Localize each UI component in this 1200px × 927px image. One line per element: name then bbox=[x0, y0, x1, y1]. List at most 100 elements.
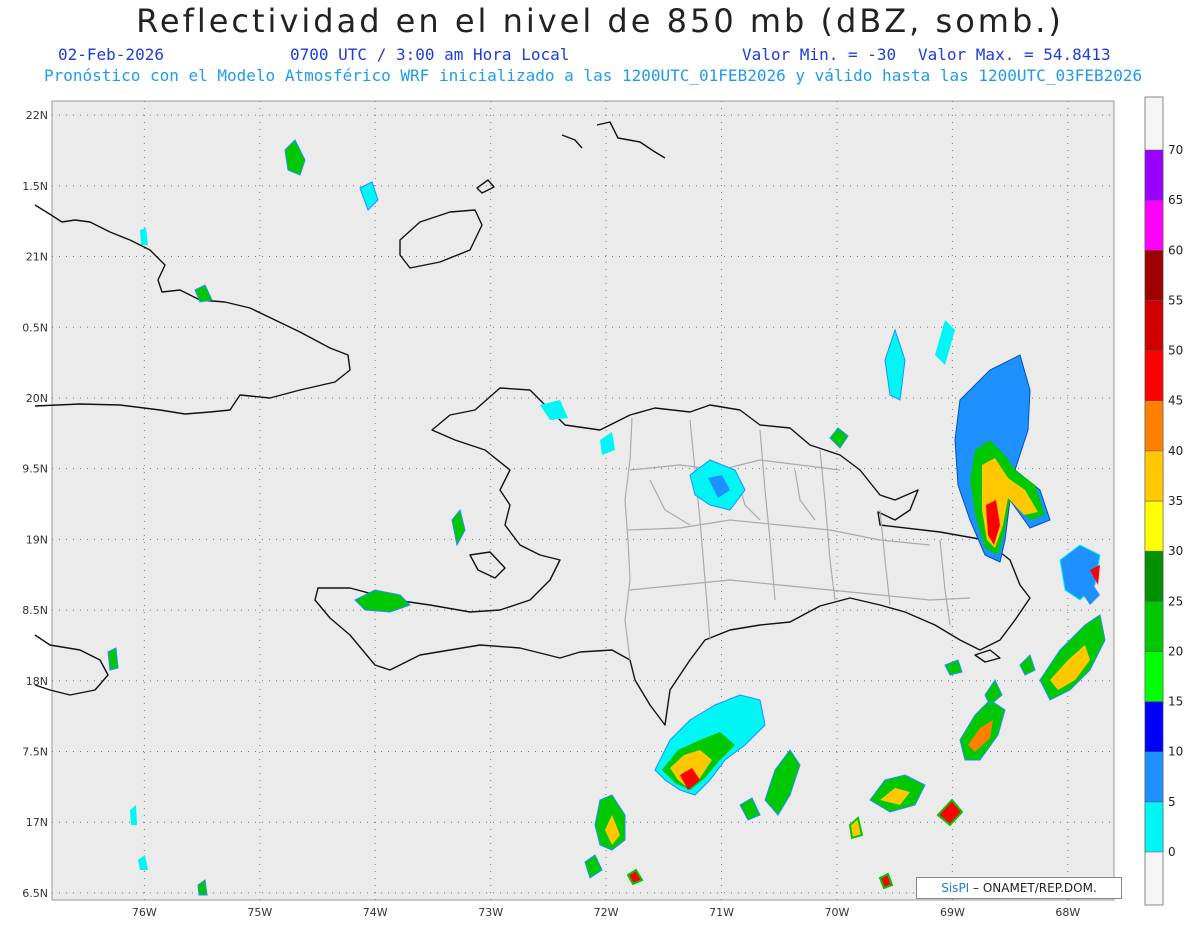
colorbar-label: 35 bbox=[1168, 494, 1183, 508]
lat-label: 0.5N bbox=[22, 321, 48, 334]
se-cell-g-core bbox=[1090, 565, 1100, 585]
boundary-4 bbox=[689, 419, 711, 641]
colorbar-label: 15 bbox=[1168, 695, 1183, 709]
s-cell-c bbox=[626, 868, 644, 886]
colorbar-label: 70 bbox=[1168, 143, 1183, 157]
lat-label: 9.5N bbox=[22, 463, 48, 476]
bahamas-cell-c bbox=[194, 284, 213, 303]
haiti-cell-a bbox=[354, 589, 411, 613]
boundary-9 bbox=[649, 479, 691, 526]
boundary-6 bbox=[819, 449, 836, 601]
sw-cell-b bbox=[138, 855, 148, 870]
lon-label: 71W bbox=[709, 906, 734, 919]
s-cell-d bbox=[584, 854, 603, 879]
reflectivity-cells bbox=[107, 139, 1106, 896]
colorbar-swatch bbox=[1144, 601, 1164, 652]
colorbar-swatches bbox=[1144, 149, 1164, 853]
forecast-time: 0700 UTC / 3:00 am Hora Local bbox=[290, 45, 570, 64]
colorbar-swatch bbox=[1144, 149, 1164, 201]
lat-label: 21N bbox=[26, 251, 48, 264]
lat-label: 1.5N bbox=[22, 180, 48, 193]
lon-label: 72W bbox=[594, 906, 619, 919]
north-cell-b bbox=[884, 328, 906, 401]
acklins-island bbox=[596, 121, 666, 159]
colorbar-swatch bbox=[1144, 350, 1164, 401]
coastlines bbox=[34, 121, 1031, 726]
se-cell-b-core bbox=[968, 720, 993, 752]
lon-label: 73W bbox=[478, 906, 503, 919]
cuba-south-coast bbox=[34, 634, 109, 696]
colorbar-label: 55 bbox=[1168, 293, 1183, 307]
colorbar-swatch bbox=[1144, 801, 1164, 853]
graticule bbox=[52, 101, 1114, 900]
south-coast-cluster-intense bbox=[680, 768, 700, 790]
forecast-date: 02-Feb-2026 bbox=[58, 45, 164, 64]
lat-label: 18N bbox=[26, 675, 48, 688]
lat-label: 6.5N bbox=[22, 887, 48, 900]
s-cell-i bbox=[1080, 580, 1100, 605]
boundary-1 bbox=[629, 459, 841, 471]
north-cell-c bbox=[935, 320, 955, 365]
boundary-7 bbox=[879, 509, 891, 606]
colorbar: 0 5 10 15 20 25 30 35 40 45 50 55 60 65 70 bbox=[1144, 96, 1183, 906]
little-inagua bbox=[476, 179, 495, 194]
border-haiti-dr bbox=[624, 417, 633, 661]
colorbar-label: 65 bbox=[1168, 193, 1183, 207]
map-title: Reflectividad en el nivel de 850 mb (dBZ… bbox=[136, 2, 1064, 40]
s-cell-b bbox=[878, 872, 894, 890]
north-cell-a-core bbox=[708, 475, 730, 498]
credit-box: SisPI – ONAMET/REP.DOM. bbox=[916, 877, 1122, 899]
lat-label: 22N bbox=[26, 109, 48, 122]
colorbar-label: 60 bbox=[1168, 243, 1183, 257]
min-value: Valor Min. = -30 bbox=[742, 45, 897, 64]
colorbar-label: 25 bbox=[1168, 594, 1183, 608]
cuba-coast bbox=[34, 204, 351, 415]
bahamas-cell-a bbox=[284, 139, 306, 176]
boundary-5 bbox=[759, 429, 776, 601]
map-frame bbox=[51, 100, 1115, 901]
colorbar-label: 45 bbox=[1168, 394, 1183, 408]
colorbar-swatch bbox=[1144, 701, 1164, 752]
haiti-cell-d bbox=[600, 432, 615, 455]
boundary-3 bbox=[629, 579, 971, 601]
boundary-11 bbox=[794, 469, 816, 521]
se-cell-a-core bbox=[1050, 645, 1090, 690]
north-cell-d bbox=[829, 427, 849, 449]
sw-cell-c bbox=[130, 805, 137, 825]
colorbar-label: 50 bbox=[1168, 344, 1183, 358]
latitude-labels: 22N 1.5N 21N 0.5N 20N 9.5N 19N 8.5N 18N 7.5N 17N 6.… bbox=[22, 109, 48, 900]
lat-label: 7.5N bbox=[22, 746, 48, 759]
colorbar-swatch bbox=[1144, 199, 1164, 251]
colorbar-label: 20 bbox=[1168, 644, 1183, 658]
s-cell-a bbox=[848, 816, 864, 840]
lon-label: 74W bbox=[363, 906, 388, 919]
credit-text: – ONAMET/REP.DOM. bbox=[973, 881, 1097, 895]
colorbar-swatch bbox=[1144, 400, 1164, 452]
colorbar-label: 10 bbox=[1168, 745, 1183, 759]
colorbar-swatch bbox=[1144, 300, 1164, 351]
model-subtitle: Pronóstico con el Modelo Atmosférico WRF… bbox=[44, 66, 1143, 85]
se-cell-f bbox=[764, 749, 801, 816]
colorbar-swatch bbox=[1144, 550, 1164, 602]
colorbar-label: 5 bbox=[1168, 795, 1176, 809]
colorbar-swatch bbox=[1144, 751, 1164, 803]
colorbar-swatch bbox=[1144, 651, 1164, 702]
lat-label: 17N bbox=[26, 816, 48, 829]
se-cell-d bbox=[936, 798, 964, 827]
gonave-island bbox=[469, 551, 506, 579]
s-cell-g bbox=[984, 678, 1003, 706]
lon-label: 68W bbox=[1055, 906, 1080, 919]
max-value: Valor Max. = 54.8413 bbox=[918, 45, 1111, 64]
jamaica-cell bbox=[107, 647, 119, 671]
great-inagua bbox=[399, 209, 483, 269]
s-cell-e bbox=[739, 797, 761, 821]
lon-label: 75W bbox=[247, 906, 272, 919]
bahamas-cell-b bbox=[359, 181, 379, 211]
colorbar-label: 0 bbox=[1168, 845, 1176, 859]
saona-island bbox=[974, 649, 1001, 663]
colorbar-swatch bbox=[1144, 450, 1164, 502]
colorbar-labels: 0 5 10 15 20 25 30 35 40 45 50 55 60 65 70 bbox=[1168, 143, 1183, 859]
haiti-cell-b bbox=[451, 508, 466, 547]
lat-label: 19N bbox=[26, 533, 48, 546]
